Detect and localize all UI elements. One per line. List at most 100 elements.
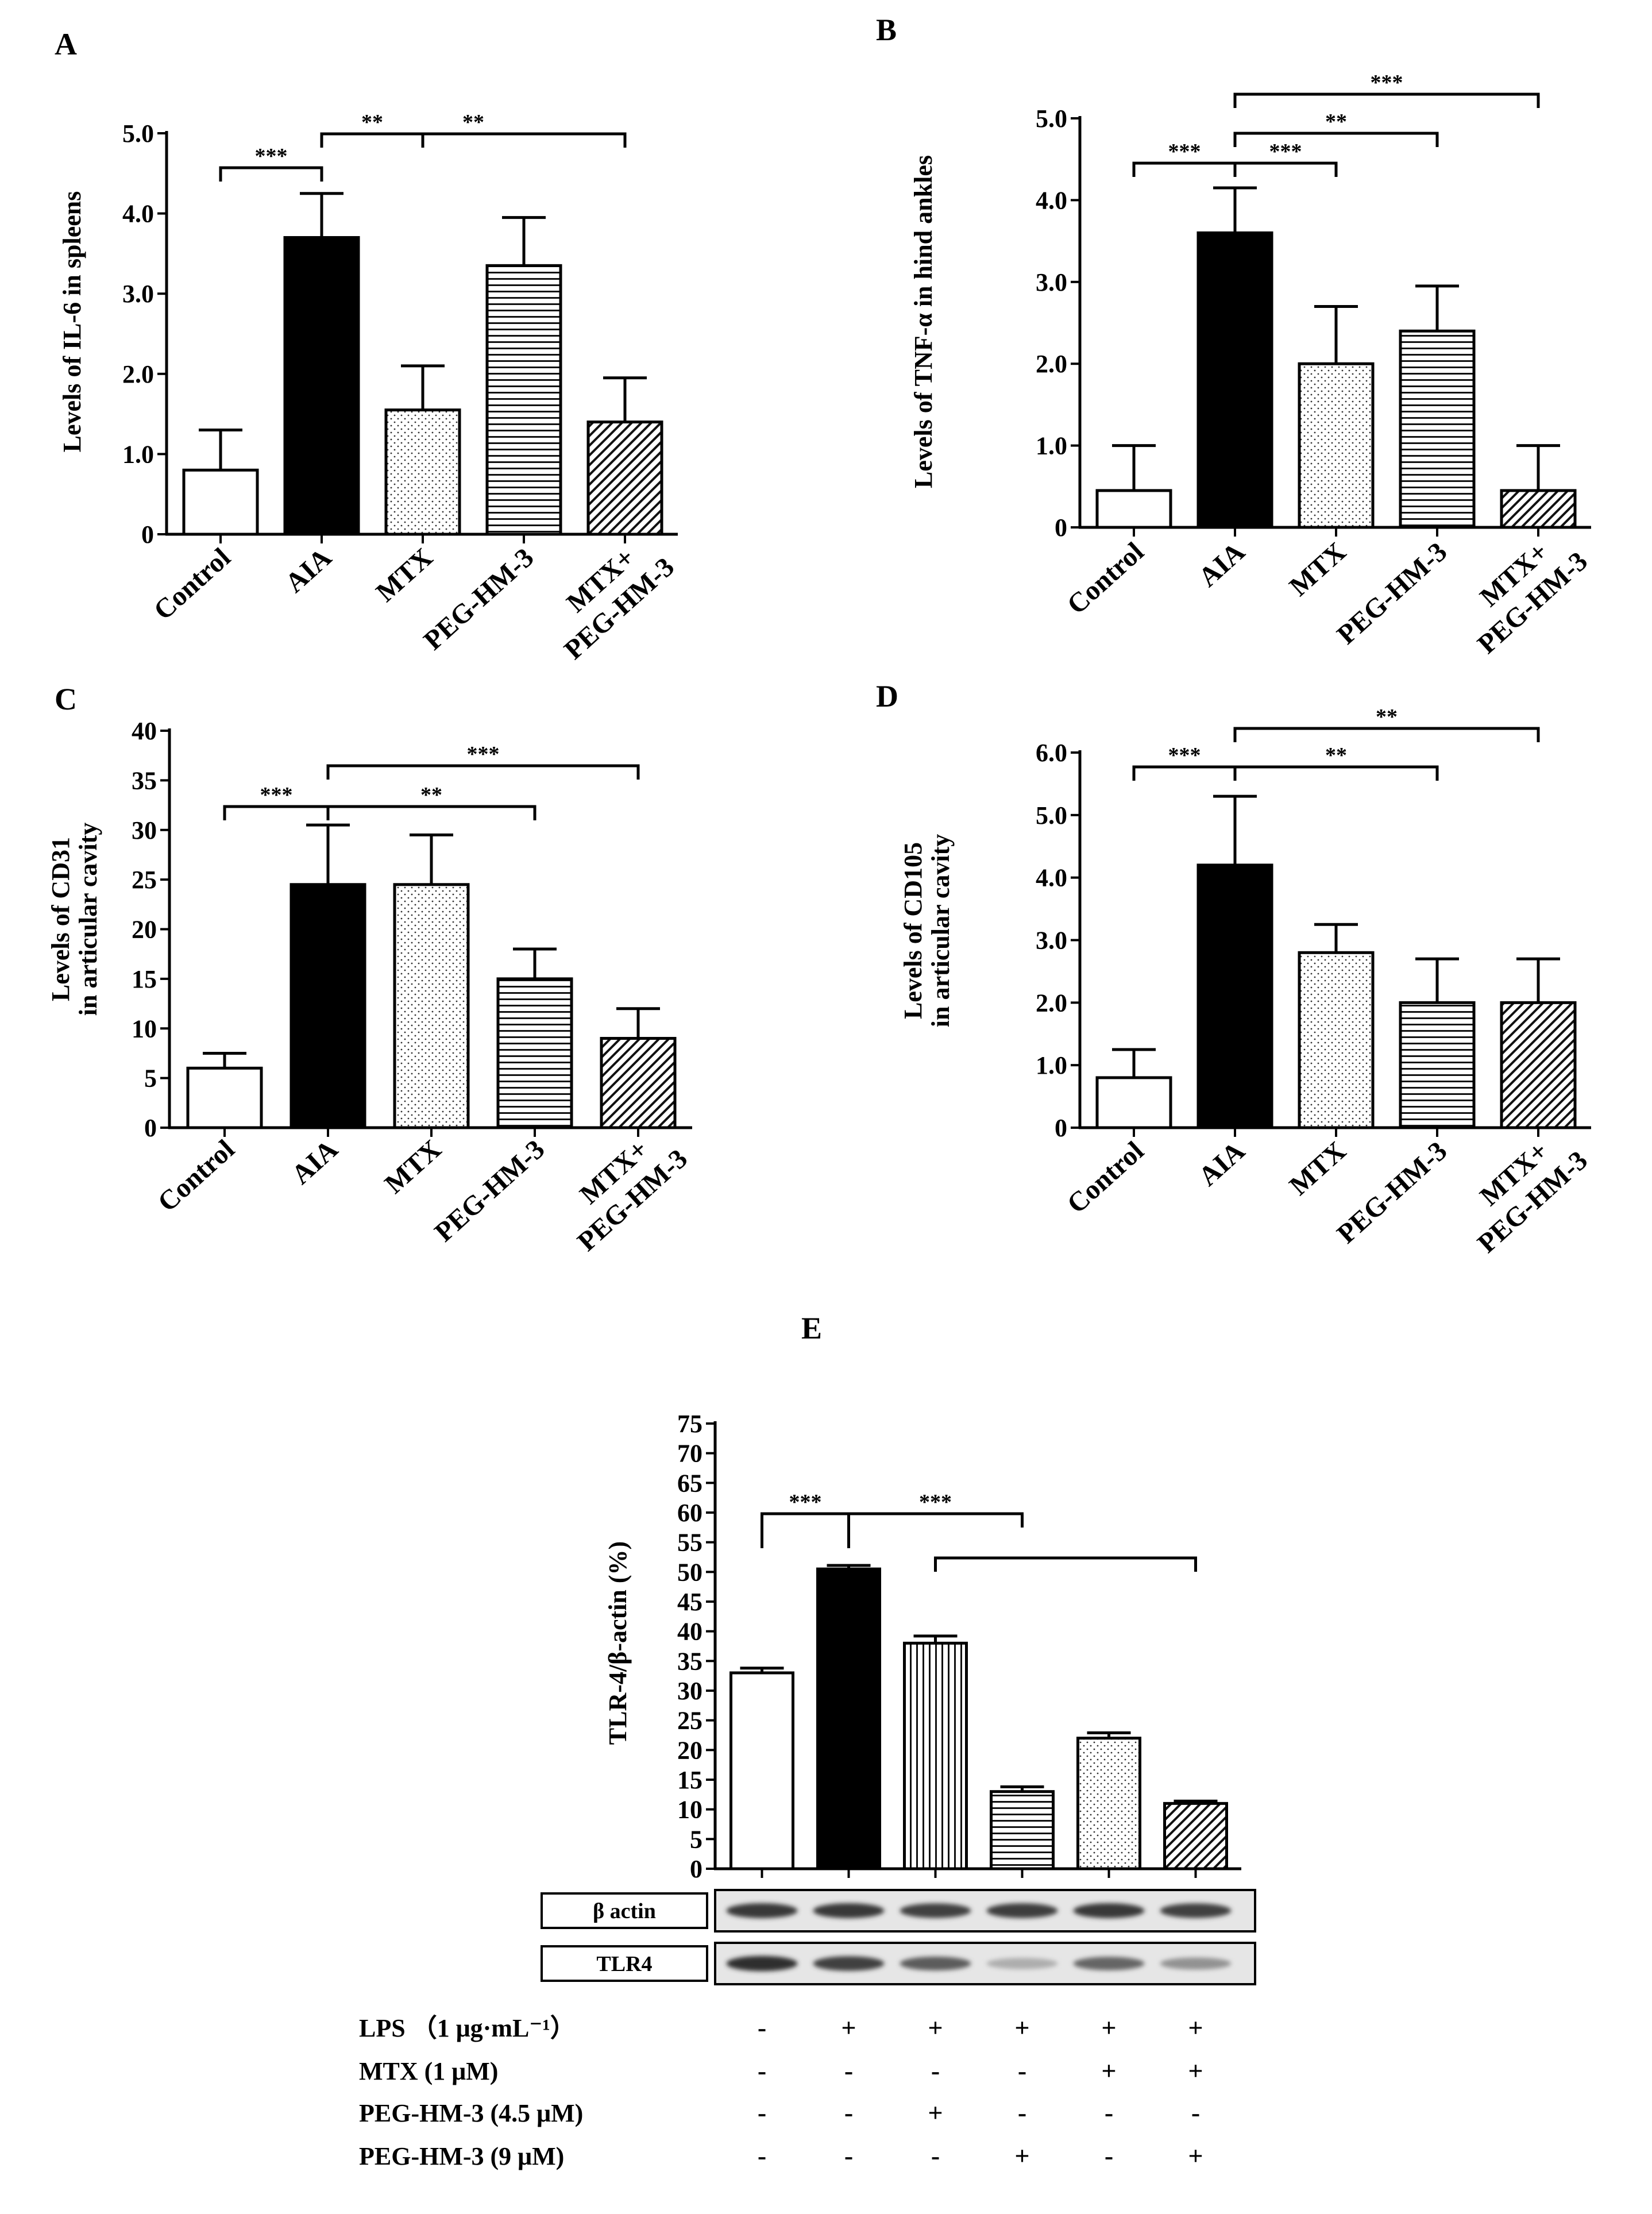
treatment-sign: +	[1188, 2141, 1203, 2170]
treatment-sign: -	[844, 2098, 853, 2127]
y-tick-label: 10	[677, 1796, 703, 1824]
treatment-sign: +	[1101, 2056, 1116, 2085]
bar-2	[1196, 863, 1273, 1129]
significance-bracket	[1233, 92, 1540, 108]
significance-bracket	[320, 132, 627, 148]
bar-2	[290, 883, 366, 1129]
treatment-sign: +	[1101, 2013, 1116, 2042]
panel-letter: D	[876, 679, 898, 713]
bar-5	[600, 1037, 677, 1129]
treatment-label: MTX (1 μM)	[359, 2057, 498, 2085]
blot-label-box: TLR4	[541, 1945, 708, 1982]
category-label: Control	[148, 542, 237, 626]
category-label: MTX+PEG-HM-3	[536, 527, 680, 665]
category-label: AIA	[279, 542, 337, 599]
significance-label: **	[420, 783, 442, 807]
y-tick-label: 60	[677, 1499, 703, 1527]
blot-label-frame	[541, 1945, 708, 1982]
y-tick-label: 20	[677, 1736, 703, 1764]
bar-2	[1196, 231, 1273, 529]
treatment-sign: +	[1014, 2141, 1029, 2170]
treatment-sign: -	[844, 2056, 853, 2085]
y-axis-label: in articular cavity	[74, 823, 102, 1016]
blot-band	[1073, 1903, 1145, 1918]
bar-3	[1298, 951, 1375, 1129]
panel-d: D 0 1.0 2.0 3.0 4.0 5.0 6.0 Levels of CD105 in ar…	[876, 679, 1593, 1259]
blot-band	[813, 1956, 885, 1971]
y-tick-label: 0	[690, 1855, 703, 1883]
significance-label: **	[462, 110, 484, 134]
bar-3	[903, 1641, 968, 1870]
y-tick-label: 4.0	[122, 200, 154, 228]
bar-4	[990, 1790, 1055, 1870]
significance-label: ***	[789, 1490, 822, 1514]
significance-label: ***	[1269, 140, 1302, 164]
significance-bracket	[320, 132, 424, 148]
treatment-sign: -	[758, 2141, 766, 2170]
blot-strip	[714, 1942, 1256, 1985]
category-label: MTX	[370, 542, 439, 608]
treatment-sign: -	[931, 2056, 940, 2085]
y-tick-label: 2.0	[1036, 350, 1067, 378]
significance-label: ***	[255, 144, 288, 168]
significance-bracket	[219, 166, 323, 182]
category-label: Control	[152, 1134, 241, 1218]
treatment-sign: -	[844, 2141, 853, 2170]
blot-label: TLR4	[596, 1952, 652, 1976]
treatment-sign: -	[1191, 2098, 1200, 2127]
y-tick-label: 65	[677, 1469, 703, 1497]
bar-3	[393, 883, 470, 1129]
significance-bracket	[223, 805, 330, 820]
y-tick-label: 35	[677, 1647, 703, 1675]
category-label: AIA	[285, 1134, 343, 1191]
treatment-sign: -	[758, 2056, 766, 2085]
significance-label: **	[1325, 110, 1347, 134]
significance-label: ***	[467, 742, 500, 766]
treatment-label: LPS （1 μg·mL⁻¹）	[359, 2014, 576, 2042]
treatment-label: PEG-HM-3 (4.5 μM)	[359, 2099, 583, 2127]
treatment-sign: +	[841, 2013, 856, 2042]
bar-3	[384, 408, 461, 536]
bar-4	[1399, 329, 1476, 529]
category-label: MTX+PEG-HM-3	[1449, 521, 1593, 659]
treatment-sign: -	[1105, 2141, 1113, 2170]
treatment-sign: +	[928, 2013, 943, 2042]
bar-1	[1095, 489, 1172, 529]
y-tick-label: 3.0	[1036, 927, 1067, 955]
panels: A 0 1.0 2.0 3.0 4.0 5.0 Levels of IL-6 in splee…	[47, 13, 1593, 2170]
significance-bracket	[326, 764, 640, 780]
blot-band	[986, 1903, 1058, 1918]
bar-1	[729, 1671, 794, 1870]
y-tick-label: 5.0	[122, 119, 154, 148]
category-label: MTX+PEG-HM-3	[1449, 1120, 1593, 1259]
y-tick-label: 70	[677, 1440, 703, 1468]
treatment-sign: -	[931, 2141, 940, 2170]
bar-1	[1095, 1076, 1172, 1129]
y-tick-label: 5	[144, 1064, 157, 1093]
bar-1	[186, 1066, 263, 1129]
bar-5	[1500, 489, 1577, 529]
significance-label: ***	[260, 783, 293, 807]
treatment-sign: +	[1188, 2013, 1203, 2042]
bar-4	[496, 977, 573, 1129]
blot-band	[1073, 1957, 1145, 1970]
blot-band	[900, 1903, 971, 1918]
panel-letter: C	[55, 682, 77, 716]
y-tick-label: 10	[132, 1015, 157, 1043]
y-tick-label: 1.0	[1036, 432, 1067, 460]
y-tick-label: 3.0	[1036, 268, 1067, 296]
y-tick-label: 30	[677, 1677, 703, 1705]
significance-bracket	[326, 805, 536, 820]
bar-6	[1163, 1802, 1228, 1870]
y-tick-label: 1.0	[1036, 1051, 1067, 1079]
treatment-sign: +	[1188, 2056, 1203, 2085]
y-axis-label: Levels of TNF-α in hind ankles	[909, 155, 937, 488]
significance-label: ***	[1168, 743, 1201, 767]
treatment-label: PEG-HM-3 (9 μM)	[359, 2142, 564, 2170]
treatment-sign: -	[758, 2098, 766, 2127]
category-label: MTX+PEG-HM-3	[549, 1118, 693, 1257]
bar-2	[816, 1567, 881, 1870]
category-label: MTX	[379, 1134, 447, 1200]
significance-bracket	[1233, 765, 1439, 781]
